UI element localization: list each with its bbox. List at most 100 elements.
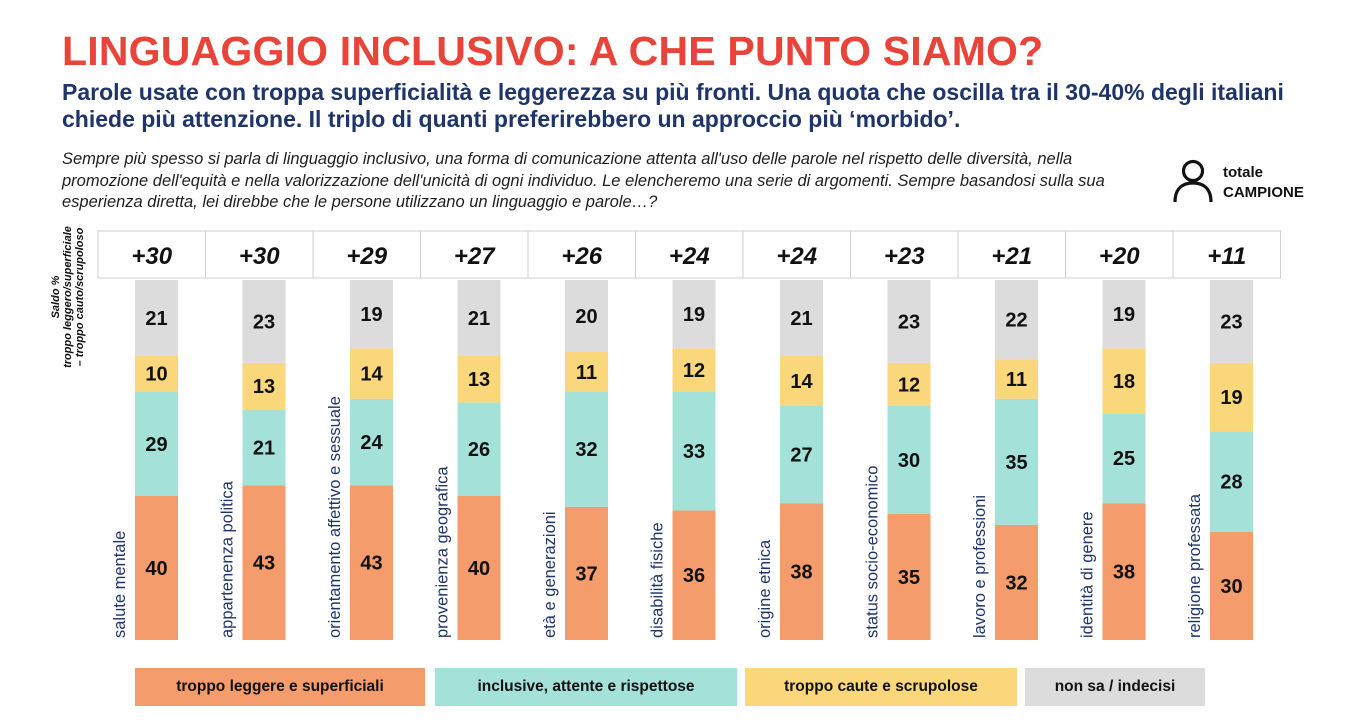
- saldo-value: +20: [1099, 243, 1140, 270]
- bar-segment-troppo-leggere: [350, 485, 393, 640]
- data-label-non-sa: 22: [1005, 310, 1027, 332]
- data-label-inclusive: 30: [898, 450, 920, 472]
- category-label: identità di genere: [1079, 511, 1097, 638]
- bar-segment-troppo-leggere: [995, 524, 1038, 640]
- bar-segment-troppo-caute: [780, 355, 823, 406]
- category-label: salute mentale: [111, 531, 129, 638]
- legend-label-non-sa: non sa / indecisi: [1054, 678, 1176, 695]
- bar-segment-inclusive: [242, 409, 286, 486]
- saldo-value: +24: [669, 243, 710, 270]
- bar-segment-non-sa: [565, 280, 608, 352]
- data-label-troppo-leggere: 40: [468, 558, 490, 580]
- legend-item-troppo-caute: troppo caute e scrupolose: [745, 668, 1017, 706]
- bar-segment-troppo-caute: [242, 362, 286, 410]
- data-label-troppo-caute: 13: [468, 369, 490, 391]
- bar-segment-inclusive: [672, 391, 716, 511]
- category-label: origine etnica: [756, 539, 774, 638]
- data-label-troppo-caute: 10: [145, 364, 167, 386]
- saldo-value: +30: [131, 243, 172, 270]
- bar-segment-troppo-caute: [457, 355, 501, 403]
- bar-segment-troppo-caute: [1210, 362, 1253, 432]
- bar-segment-non-sa: [1210, 280, 1253, 363]
- bar-segment-troppo-leggere: [887, 514, 931, 640]
- bar-segment-non-sa: [887, 280, 931, 363]
- data-label-inclusive: 29: [145, 434, 167, 456]
- bar-segment-troppo-leggere: [672, 510, 716, 640]
- bar-segment-inclusive: [350, 398, 393, 486]
- data-label-troppo-caute: 11: [1006, 369, 1027, 391]
- bar-segment-inclusive: [995, 398, 1038, 525]
- data-label-non-sa: 20: [575, 306, 597, 328]
- data-label-troppo-caute: 14: [790, 371, 813, 393]
- category-label: status socio-economico: [864, 466, 882, 638]
- category-label: appartenenza politica: [219, 480, 237, 638]
- bar-segment-troppo-caute: [565, 352, 608, 392]
- bar-segment-inclusive: [780, 406, 823, 504]
- bar-segment-non-sa: [457, 280, 501, 356]
- bar-segment-troppo-caute: [887, 362, 931, 406]
- bar-segment-troppo-leggere: [135, 496, 178, 640]
- saldo-value: +30: [239, 243, 280, 270]
- bar-segment-troppo-leggere: [565, 506, 608, 640]
- data-label-non-sa: 23: [253, 311, 275, 333]
- data-label-troppo-leggere: 38: [1113, 562, 1135, 584]
- data-label-troppo-caute: 18: [1113, 371, 1135, 393]
- category-label: disabilità fisiche: [649, 522, 667, 638]
- data-label-troppo-caute: 14: [360, 364, 383, 386]
- data-label-troppo-leggere: 35: [898, 567, 920, 589]
- data-label-non-sa: 19: [360, 304, 382, 326]
- bar-segment-non-sa: [350, 280, 393, 349]
- legend-item-non-sa: non sa / indecisi: [1025, 668, 1205, 706]
- bar-segment-troppo-leggere: [780, 503, 823, 640]
- person-icon: [1173, 159, 1213, 203]
- data-label-non-sa: 21: [145, 308, 167, 330]
- badge-label-campione: CAMPIONE: [1223, 184, 1304, 201]
- data-label-troppo-caute: 13: [253, 376, 275, 398]
- legend-label-troppo-leggere: troppo leggere e superficiali: [176, 678, 384, 695]
- data-label-troppo-leggere: 43: [253, 553, 275, 575]
- data-label-inclusive: 24: [360, 432, 383, 454]
- bar-segment-troppo-caute: [135, 355, 178, 392]
- bar-segment-troppo-leggere: [1102, 503, 1146, 640]
- bar-segment-inclusive: [135, 391, 178, 496]
- saldo-value: +21: [991, 243, 1032, 270]
- bar-segment-inclusive: [565, 391, 608, 507]
- saldo-value: +24: [776, 243, 817, 270]
- data-label-troppo-caute: 11: [576, 362, 597, 384]
- data-label-troppo-caute: 12: [683, 360, 705, 382]
- saldo-value: +23: [884, 243, 925, 270]
- data-label-troppo-leggere: 43: [360, 553, 382, 575]
- bar-segment-troppo-leggere: [457, 496, 501, 640]
- data-label-troppo-leggere: 36: [683, 565, 705, 587]
- data-label-inclusive: 28: [1220, 472, 1242, 494]
- saldo-value: +26: [561, 243, 602, 270]
- legend-label-inclusive: inclusive, attente e rispettose: [477, 678, 695, 695]
- bar-segment-inclusive: [1210, 431, 1253, 532]
- bar-segment-non-sa: [1102, 280, 1146, 349]
- category-label: lavoro e professioni: [971, 495, 989, 638]
- legend-item-troppo-leggere: troppo leggere e superficiali: [135, 668, 425, 706]
- data-label-troppo-leggere: 40: [145, 558, 167, 580]
- data-label-non-sa: 23: [898, 311, 920, 333]
- badge-label-totale: totale: [1223, 164, 1264, 181]
- data-label-troppo-caute: 12: [898, 374, 920, 396]
- data-label-troppo-leggere: 30: [1220, 576, 1242, 598]
- data-label-inclusive: 32: [575, 439, 597, 461]
- bar-segment-non-sa: [135, 280, 178, 356]
- bar-segment-troppo-caute: [350, 348, 393, 399]
- bar-segment-troppo-leggere: [242, 485, 286, 640]
- data-label-non-sa: 21: [790, 308, 812, 330]
- category-label: provenienza geografica: [434, 466, 452, 638]
- data-label-troppo-leggere: 32: [1005, 572, 1027, 594]
- bar-segment-troppo-caute: [995, 359, 1038, 399]
- saldo-value: +29: [346, 243, 387, 270]
- data-label-inclusive: 21: [253, 437, 275, 459]
- page-title: LINGUAGGIO INCLUSIVO: A CHE PUNTO SIAMO?: [62, 28, 1044, 74]
- saldo-value: +27: [454, 243, 496, 270]
- bar-segment-troppo-caute: [1102, 348, 1146, 414]
- data-label-non-sa: 23: [1220, 311, 1242, 333]
- bar-segment-inclusive: [457, 402, 501, 496]
- saldo-value: +11: [1207, 243, 1246, 270]
- category-label: orientamento affettivo e sessuale: [326, 396, 344, 638]
